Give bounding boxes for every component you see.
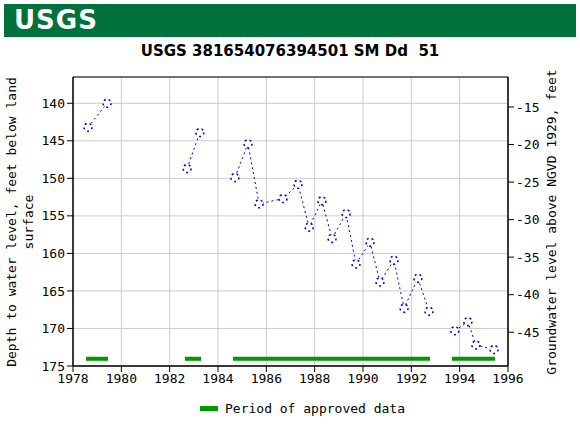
svg-text:1994: 1994 — [444, 371, 475, 386]
html-text:Groundwater level above NGVD 1: Groundwater level above NGVD 1929, feet — [544, 69, 559, 375]
html-text:USGS: USGS — [14, 5, 98, 35]
svg-text:-15: -15 — [516, 100, 539, 115]
svg-text:150: 150 — [42, 171, 65, 186]
html-text:USGS 381654076394501 SM Dd 51: USGS 381654076394501 SM Dd 51 — [140, 42, 440, 60]
svg-text:1990: 1990 — [347, 371, 378, 386]
svg-text:145: 145 — [42, 133, 65, 148]
svg-text:-30: -30 — [516, 212, 539, 227]
svg-text:160: 160 — [42, 246, 65, 261]
svg-text:140: 140 — [42, 96, 65, 111]
svg-text:1978: 1978 — [57, 371, 89, 387]
svg-text:-40: -40 — [516, 287, 539, 302]
svg-text:1988: 1988 — [299, 371, 330, 386]
html-text:Period of approved data: Period of approved data — [225, 401, 405, 416]
svg-text:1982: 1982 — [154, 371, 185, 386]
svg-text:1996: 1996 — [492, 371, 523, 386]
html-text:Depth to water level, feet bel: Depth to water level, feet below land su… — [4, 77, 36, 367]
svg-text:165: 165 — [42, 284, 65, 299]
svg-text:155: 155 — [42, 208, 65, 223]
svg-text:1984: 1984 — [202, 371, 233, 386]
svg-text:170: 170 — [42, 321, 65, 336]
svg-text:1992: 1992 — [396, 371, 427, 386]
svg-text:-25: -25 — [516, 175, 539, 190]
svg-text:-45: -45 — [516, 325, 539, 340]
svg-text:1986: 1986 — [251, 371, 282, 386]
svg-text:-20: -20 — [516, 137, 539, 152]
svg-text:-35: -35 — [516, 250, 539, 265]
svg-text:175: 175 — [42, 359, 65, 374]
svg-text:1980: 1980 — [106, 371, 137, 386]
